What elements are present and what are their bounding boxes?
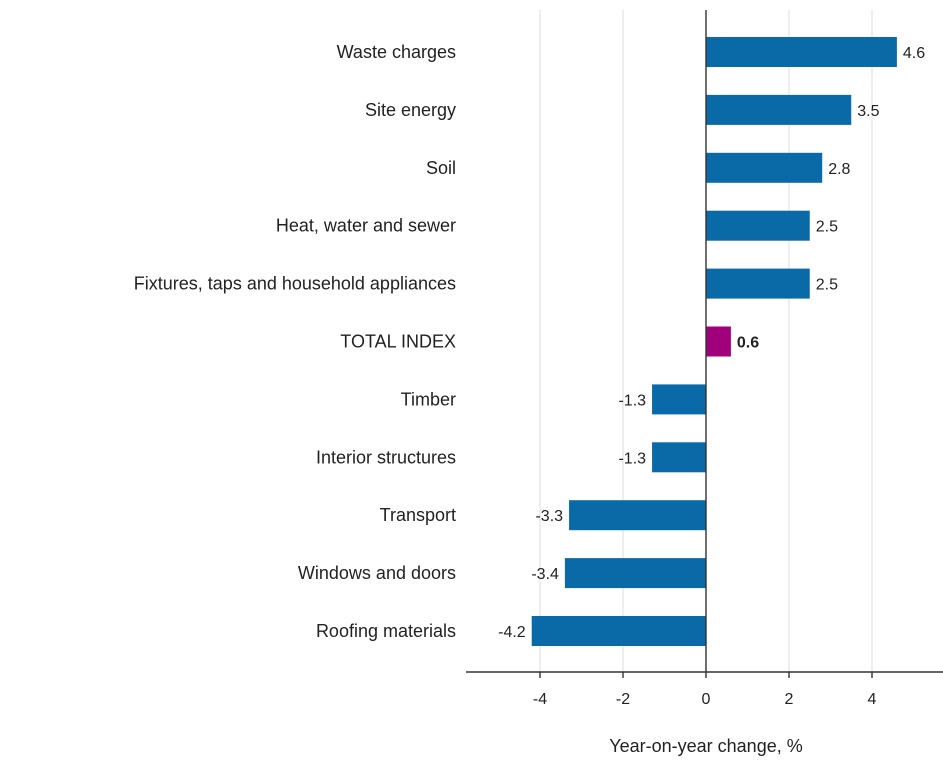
- value-label-3: 2.5: [816, 219, 838, 236]
- value-label-7: -1.3: [618, 450, 646, 467]
- value-label-6: -1.3: [618, 392, 646, 409]
- value-label-10: -4.2: [498, 624, 526, 641]
- category-label-8: Transport: [380, 505, 456, 525]
- bars: [531, 37, 897, 646]
- x-tick-label-0: -4: [533, 691, 547, 708]
- x-tick-label-3: 2: [785, 691, 794, 708]
- x-tick-label-4: 4: [868, 691, 877, 708]
- category-label-6: Timber: [401, 389, 456, 409]
- labels: Waste charges 4.6 Site energy 3.5 Soil 2.8 Hea…: [134, 42, 925, 708]
- value-label-9: -3.4: [531, 566, 559, 583]
- bar-4: [706, 268, 810, 299]
- bar-0: [706, 37, 897, 67]
- bar-2: [706, 152, 823, 183]
- axes: [466, 10, 943, 678]
- category-label-4: Fixtures, taps and household appliances: [134, 274, 456, 294]
- category-label-1: Site energy: [365, 100, 456, 120]
- bar-10: [531, 616, 706, 646]
- bar-7: [652, 442, 706, 473]
- x-tick-label-1: -2: [616, 691, 630, 708]
- bar-9: [564, 558, 706, 589]
- category-label-2: Soil: [426, 158, 456, 178]
- value-label-1: 3.5: [857, 103, 879, 120]
- bar-5: [706, 326, 731, 357]
- bar-3: [706, 210, 810, 241]
- category-label-5: TOTAL INDEX: [340, 332, 456, 352]
- value-label-0: 4.6: [903, 45, 925, 62]
- value-label-5: 0.6: [737, 335, 759, 352]
- bar-8: [569, 500, 706, 531]
- category-label-0: Waste charges: [337, 42, 456, 62]
- bar-6: [652, 384, 706, 415]
- value-label-8: -3.3: [535, 508, 563, 525]
- value-label-4: 2.5: [816, 277, 838, 294]
- value-label-2: 2.8: [828, 161, 850, 178]
- category-label-7: Interior structures: [316, 447, 456, 467]
- category-label-10: Roofing materials: [316, 621, 456, 641]
- bar-1: [706, 94, 852, 125]
- category-label-3: Heat, water and sewer: [276, 216, 456, 236]
- x-tick-label-2: 0: [702, 691, 711, 708]
- x-axis-title: Year-on-year change, %: [609, 736, 802, 756]
- category-label-9: Windows and doors: [298, 563, 456, 583]
